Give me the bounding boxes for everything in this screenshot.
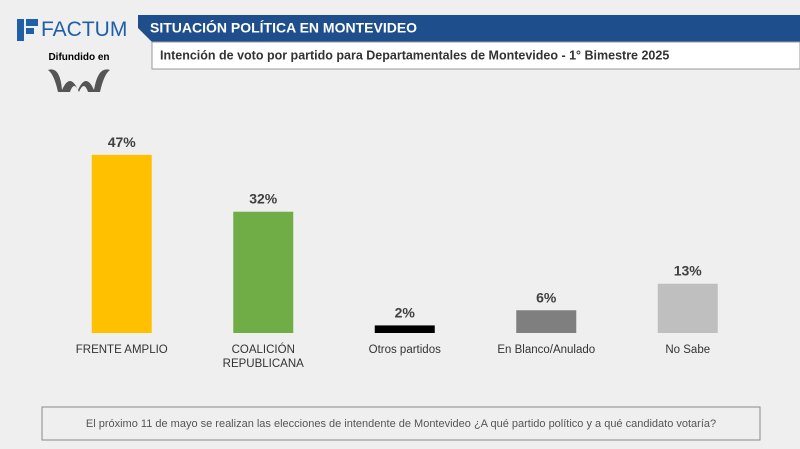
logo-name: FACTUM xyxy=(41,18,127,41)
subtitle-box xyxy=(151,41,800,70)
category-label: Otros partidos xyxy=(368,344,441,356)
logo-icon xyxy=(26,19,38,26)
footnote-box xyxy=(41,406,761,441)
bar xyxy=(374,325,435,333)
logo-tagline: Difundido en xyxy=(48,52,109,63)
value-label: 13% xyxy=(674,263,703,279)
chart-subtitle: Intención de voto por partido para Depar… xyxy=(160,48,669,62)
value-label: 2% xyxy=(395,304,416,320)
value-label: 6% xyxy=(536,289,557,305)
value-label: 32% xyxy=(249,191,278,207)
footnote: El próximo 11 de mayo se realizan las el… xyxy=(86,418,716,430)
category-label: FRENTE AMPLIO xyxy=(75,344,168,356)
logo-icon xyxy=(26,28,34,34)
chart-title: SITUACIÓN POLÍTICA EN MONTEVIDEO xyxy=(150,19,417,36)
value-label: 47% xyxy=(108,134,137,150)
bar xyxy=(233,211,294,333)
bar xyxy=(516,310,577,333)
title-bar xyxy=(138,15,800,42)
bar xyxy=(91,154,152,333)
category-label: En Blanco/Anulado xyxy=(497,344,596,356)
category-label: COALICIÓN REPUBLICANA xyxy=(222,344,304,370)
logo-icon xyxy=(17,19,24,41)
bar xyxy=(657,283,718,333)
tv-logo xyxy=(48,69,110,92)
category-label: No Sabe xyxy=(665,344,711,356)
